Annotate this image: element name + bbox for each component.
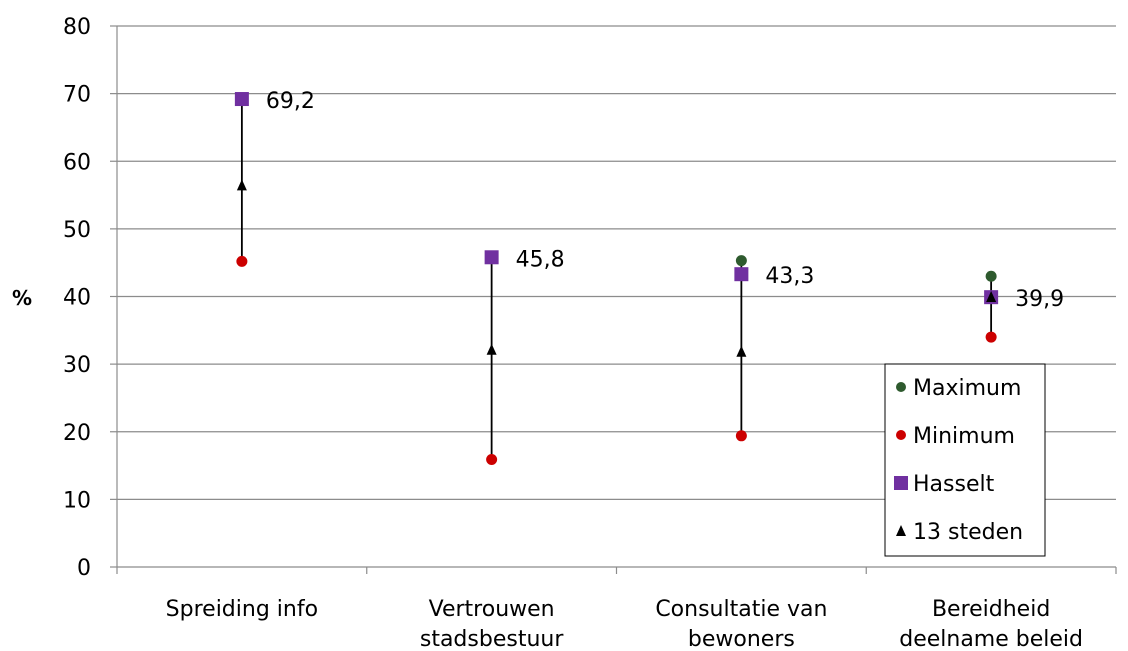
legend-label: Minimum: [913, 424, 1015, 449]
legend: Maximum Minimum Hasselt 13 steden: [884, 363, 1046, 557]
average-point: [986, 291, 997, 302]
range-lines: [240, 99, 993, 460]
minimum-point: [735, 430, 747, 442]
minimum-point: [486, 453, 498, 465]
legend-label: 13 steden: [913, 520, 1023, 545]
y-tick-label: 40: [63, 286, 91, 311]
legend-label: Maximum: [913, 376, 1021, 401]
y-tick-label: 30: [63, 353, 91, 378]
data-label: 69,2: [266, 89, 315, 114]
legend-label: Hasselt: [913, 472, 995, 497]
y-tick-label: 0: [77, 556, 91, 581]
gridlines: [117, 25, 1116, 500]
legend-box: [884, 363, 1046, 557]
y-axis-label: %: [12, 286, 32, 310]
legend-marker: [896, 525, 906, 536]
markers: [234, 92, 999, 465]
y-tick-label: 80: [63, 15, 91, 40]
data-label: 45,8: [516, 247, 565, 272]
y-tick-label: 60: [63, 150, 91, 175]
minimum-point: [985, 331, 997, 343]
average-point: [736, 345, 747, 357]
y-tick-label: 50: [63, 218, 91, 243]
legend-marker: [896, 382, 906, 392]
x-tick-label: Vertrouwen stadsbestuur: [420, 597, 564, 651]
x-tick-label: Bereidheid deelname beleid: [899, 597, 1083, 651]
minimum-point: [236, 255, 248, 267]
maximum-point: [985, 270, 997, 282]
hasselt-point: [484, 250, 499, 265]
data-label: 43,3: [765, 264, 814, 289]
data-label: 39,9: [1015, 287, 1064, 312]
hasselt-point: [234, 92, 249, 107]
y-tick-label: 70: [63, 83, 91, 108]
y-tick-label: 10: [63, 488, 91, 513]
y-tick-label: 20: [63, 421, 91, 446]
x-axis: Spreiding info Vertrouwen stadsbestuur Cons…: [116, 566, 1117, 651]
legend-marker: [894, 476, 908, 490]
maximum-point: [735, 255, 747, 267]
legend-marker: [896, 430, 906, 440]
x-tick-label: Consultatie van bewoners: [655, 597, 827, 651]
y-axis: 0 10 20 30 40 50 60 70 80: [63, 15, 118, 581]
x-tick-label: Spreiding info: [166, 597, 318, 622]
average-point: [236, 179, 247, 191]
average-point: [486, 343, 497, 355]
hasselt-point: [734, 267, 749, 282]
data-labels: 69,2 45,8 43,3 39,9: [266, 89, 1064, 312]
